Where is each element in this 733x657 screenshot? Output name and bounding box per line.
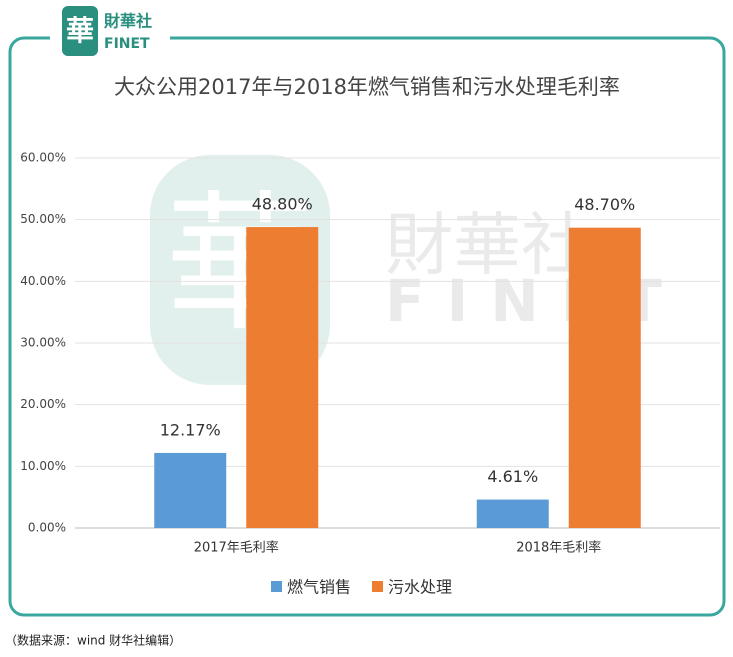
source-note: （数据来源：wind 财华社编辑） — [5, 633, 181, 648]
frame — [8, 36, 726, 617]
bar — [568, 227, 641, 528]
legend-swatch — [372, 581, 383, 592]
bar — [154, 452, 227, 528]
legend-label: 燃气销售 — [287, 578, 351, 597]
legend-swatch — [271, 581, 282, 592]
value-label: 48.80% — [252, 195, 313, 214]
logo-badge — [62, 6, 98, 56]
y-tick-label: 30.00% — [20, 336, 66, 350]
logo-latin: FINET — [104, 36, 150, 52]
y-tick-label: 10.00% — [20, 459, 66, 473]
logo-mark: 華 — [66, 14, 94, 47]
y-tick-label: 0.00% — [28, 521, 66, 535]
value-label: 4.61% — [487, 467, 538, 486]
legend-label: 污水处理 — [388, 578, 452, 597]
bar — [246, 227, 319, 529]
y-tick-label: 20.00% — [20, 397, 66, 411]
y-tick-label: 50.00% — [20, 212, 66, 226]
logo-name: 財華社 — [104, 12, 152, 31]
y-tick-label: 40.00% — [20, 274, 66, 288]
value-label: 12.17% — [160, 420, 221, 439]
chart-title: 大众公用2017年与2018年燃气销售和污水处理毛利率 — [114, 75, 620, 99]
bar — [476, 499, 549, 528]
y-tick-label: 60.00% — [20, 151, 66, 165]
x-tick-label: 2018年毛利率 — [516, 540, 601, 556]
value-label: 48.70% — [574, 195, 635, 214]
x-tick-label: 2017年毛利率 — [194, 540, 279, 556]
